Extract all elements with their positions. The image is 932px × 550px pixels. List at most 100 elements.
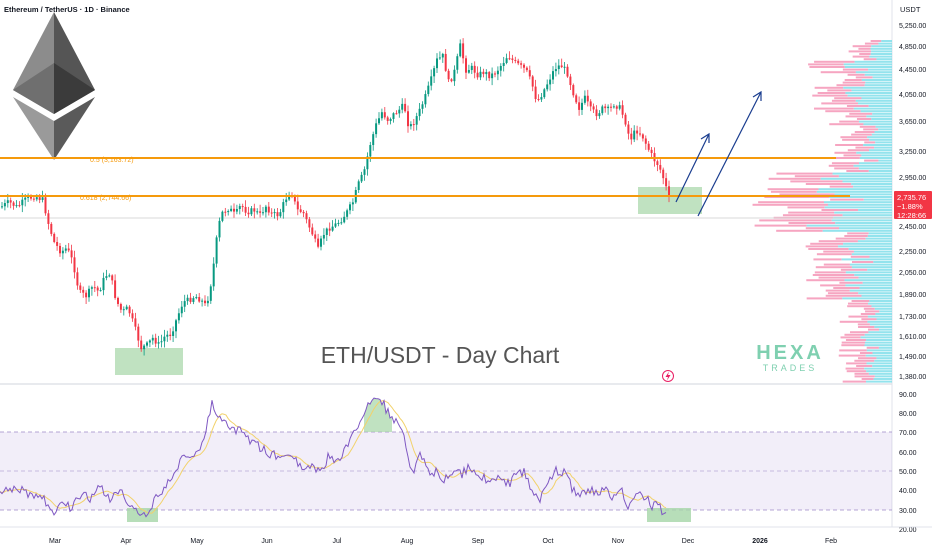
volume-profile-bar <box>822 229 892 232</box>
volume-profile-bar <box>878 42 892 45</box>
volume-profile-bar <box>806 297 843 300</box>
volume-profile-bar <box>827 157 860 159</box>
price-axis[interactable]: 5,250.00 4,850.00 4,450.00 4,050.00 3,650.00… <box>899 23 926 381</box>
volume-profile-bar <box>851 253 892 256</box>
candle-body <box>467 70 470 73</box>
candle-body <box>238 206 241 210</box>
volume-profile-bar <box>770 190 817 193</box>
volume-profile-bar <box>859 352 873 354</box>
volume-profile-bar <box>860 110 892 113</box>
volume-profile-bar <box>776 172 833 175</box>
volume-profile-bar <box>816 253 852 256</box>
volume-profile-bar <box>838 175 892 178</box>
candle-body <box>656 161 659 166</box>
volume-profile-bar <box>857 323 870 326</box>
volume-profile-bar <box>875 125 892 128</box>
candle-body <box>444 53 447 71</box>
time-axis[interactable]: Mar Apr May Jun Jul Aug Sep Oct Nov Dec 2026 Feb <box>49 538 837 545</box>
volume-profile-bar <box>867 235 892 237</box>
current-price-tag[interactable]: 2,735.76 −1.88% 12:28:66 <box>894 191 932 220</box>
candle-body <box>557 65 560 70</box>
candle-body <box>334 223 337 227</box>
candle-body <box>99 290 102 292</box>
candle-body <box>314 234 317 239</box>
projection-arrow-long[interactable] <box>697 90 762 217</box>
volume-profile-bar <box>841 341 866 344</box>
rsi-moving-average[interactable] <box>0 400 667 514</box>
volume-profile-bar <box>863 144 892 146</box>
volume-profile-bar <box>859 157 892 159</box>
rsi-line[interactable] <box>0 397 667 518</box>
volume-profile-bar <box>864 367 892 370</box>
candle-body <box>35 197 38 200</box>
volume-profile-bar <box>814 271 846 274</box>
lightning-icon[interactable] <box>662 370 674 382</box>
volume-profile-bar <box>866 370 892 373</box>
candle-body <box>180 306 183 314</box>
volume-profile-bar <box>866 362 892 365</box>
volume-profile-bar <box>815 266 852 269</box>
candle-body <box>525 67 528 71</box>
volume-profile-bar <box>829 185 854 188</box>
candle-body <box>21 199 24 206</box>
volume-profile-bar <box>867 136 892 139</box>
time-label: Oct <box>543 538 554 545</box>
candle-body <box>534 86 537 100</box>
volume-profile-bar <box>844 79 862 81</box>
time-label: Nov <box>612 538 625 545</box>
volume-profile-bar <box>870 40 882 42</box>
candle-body <box>160 341 163 343</box>
symbol-line[interactable]: Ethereum / TetherUS · 1D · Binance <box>4 5 130 14</box>
volume-profile-bar <box>865 310 880 313</box>
candle-body <box>148 340 151 343</box>
volume-profile-bar <box>810 242 844 245</box>
time-label: 2026 <box>752 538 768 545</box>
candle-body <box>517 60 520 64</box>
candle-body <box>125 306 128 310</box>
price-tick: 2,050.00 <box>899 270 926 277</box>
price-tick: 4,050.00 <box>899 92 926 99</box>
candle-body <box>259 211 262 213</box>
volume-profile-bar <box>834 193 892 196</box>
candle-body <box>407 111 409 127</box>
price-tick: 1,490.00 <box>899 354 926 361</box>
candle-body <box>50 223 53 234</box>
volume-profile-bar <box>874 326 892 328</box>
volume-profile-bar <box>767 188 819 191</box>
volume-profile-bar <box>854 131 875 133</box>
price-tick: 1,730.00 <box>899 314 926 321</box>
rsi-tick: 70.00 <box>899 430 917 437</box>
volume-profile-bar <box>812 94 848 97</box>
candle-body <box>375 123 378 135</box>
volume-profile-bar <box>835 237 866 240</box>
volume-profile-bar <box>839 320 868 323</box>
volume-profile-bar <box>820 284 846 287</box>
time-label: Jul <box>333 538 342 545</box>
candle-body <box>38 197 41 200</box>
candle-body <box>204 300 206 304</box>
volume-profile-bar <box>825 294 862 297</box>
rsi-axis[interactable]: 90.00 80.00 70.00 60.00 50.00 40.00 30.00 20.00 <box>899 392 917 534</box>
volume-profile-bar <box>851 133 872 136</box>
candle-body <box>644 138 647 144</box>
candle-body <box>668 186 670 196</box>
candle-body <box>349 204 351 211</box>
volume-profile-bar <box>866 349 892 352</box>
volume-profile-bar <box>865 341 892 344</box>
candle-body <box>311 227 314 235</box>
projection-arrow-short[interactable] <box>675 132 710 203</box>
volume-profile-bar <box>848 50 872 53</box>
candle-body <box>114 280 117 298</box>
rsi-pane[interactable] <box>0 385 892 527</box>
candle-body <box>502 62 505 66</box>
candle-body <box>293 195 296 202</box>
candle-body <box>227 210 230 213</box>
candle-body <box>177 313 180 321</box>
volume-profile-bar <box>844 333 865 336</box>
volume-profile-bar <box>867 268 892 271</box>
volume-profile-bar <box>835 222 892 224</box>
candle-body <box>392 113 395 119</box>
candle-body <box>279 212 282 217</box>
candle-body <box>15 205 18 207</box>
candle-body <box>610 106 612 108</box>
